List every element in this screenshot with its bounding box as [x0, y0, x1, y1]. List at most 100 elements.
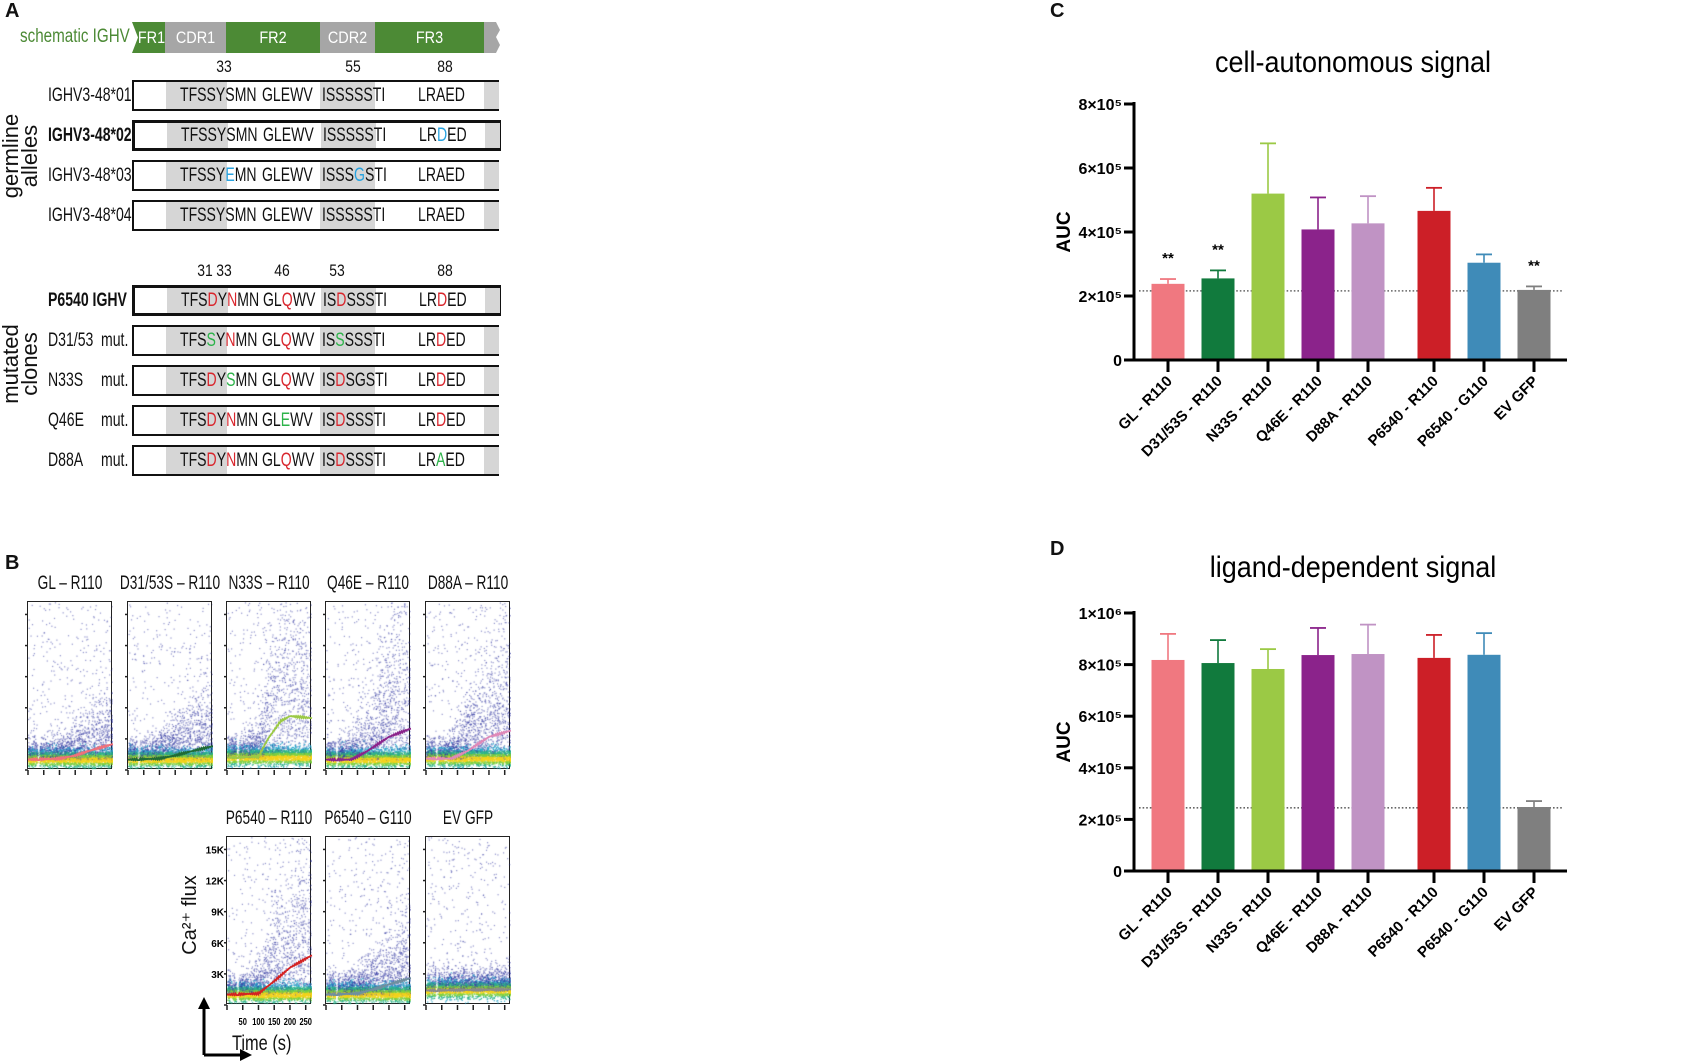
schematic-segment	[226, 22, 320, 53]
sequence-segment: ISSSSSTI	[323, 125, 386, 147]
residue-run: ISSS	[322, 164, 355, 186]
cdr-shading	[485, 288, 500, 313]
chart-title: ligand-dependent signal	[1210, 551, 1496, 585]
y-tick-label: 6×10⁵	[1078, 709, 1122, 726]
flow-plot	[423, 601, 512, 775]
sequence-row: TFSSYNMN GLQWV ISSSSSTI LRDED	[132, 325, 499, 356]
mutated-residue: D	[336, 289, 347, 311]
sequence-segment: GLQWV	[263, 290, 315, 312]
residue-run: ED	[446, 329, 466, 351]
schematic-segment-label: FR2	[259, 29, 286, 47]
median-curve	[425, 987, 512, 993]
residue-run: WV	[290, 409, 313, 431]
flow-plot	[323, 836, 412, 1010]
bar	[1417, 210, 1451, 360]
residue-run: TFS	[180, 409, 207, 431]
y-tick-label: 8×10⁵	[1078, 97, 1122, 114]
y-tick-label: 9K	[211, 908, 225, 919]
mut-suffix: mut.	[101, 410, 129, 431]
residue-run: MN	[235, 369, 258, 391]
cdr-shading	[320, 162, 375, 189]
residue-run: SSSTI	[344, 329, 386, 351]
sequence-segment: GLQWV	[262, 370, 314, 392]
position-number: 31	[197, 261, 213, 280]
bar	[1467, 262, 1501, 360]
cdr-shading	[166, 407, 227, 434]
flow-plot	[323, 601, 412, 775]
residue-run: SSSTI	[345, 409, 387, 431]
row-name: Q46E	[48, 410, 84, 431]
residue-run: ED	[445, 449, 465, 471]
residue-run: MN	[235, 329, 258, 351]
cdr-shading	[485, 123, 500, 148]
cdr-shading	[320, 407, 375, 434]
residue-run: LR	[418, 329, 436, 351]
flow-scatter-dots	[426, 837, 511, 1005]
position-number: 55	[345, 57, 361, 76]
residue-run: GLEWV	[262, 164, 313, 186]
mut-suffix: mut.	[101, 330, 129, 351]
residue-run: IS	[323, 289, 337, 311]
residue-run: SSSTI	[345, 449, 387, 471]
flow-plot	[25, 601, 114, 775]
mutated-residue: D	[436, 124, 448, 146]
residue-run: LR	[418, 409, 436, 431]
y-tick-label: 4×10⁵	[1078, 225, 1122, 242]
cdr-shading	[320, 202, 375, 229]
row-name: IGHV3-48*02	[48, 125, 132, 146]
cdr-shading	[484, 82, 499, 109]
y-tick-label: 6×10⁵	[1078, 161, 1122, 178]
position-number: 53	[329, 261, 345, 280]
cdr-shading	[321, 123, 376, 148]
flow-scatter-dots	[128, 602, 213, 770]
residue-run: IS	[322, 409, 336, 431]
residue-run: MN	[236, 409, 259, 431]
sequence-segment: TFSSYEMN	[180, 165, 257, 187]
residue-run: GL	[262, 369, 281, 391]
mutated-residue: S	[335, 329, 345, 351]
x-tick-label: 50	[239, 1016, 247, 1027]
mutated-residue: E	[225, 164, 235, 186]
sequence-segment: ISSSSSTI	[322, 85, 385, 107]
residue-run: STI	[364, 164, 387, 186]
residue-run: WV	[291, 369, 315, 391]
y-tick-label: 0	[1113, 353, 1122, 370]
sequence-row: TFSSYSMN GLEWV ISSSSSTI LRAED	[132, 200, 499, 231]
position-number: 46	[274, 261, 290, 280]
flow-scatter-dots	[426, 602, 511, 770]
sequence-segment: ISDSSSTI	[323, 290, 387, 312]
y-tick-label: 15K	[206, 845, 225, 856]
sequence-segment: ISDSSSTI	[322, 410, 386, 432]
schematic-segment	[375, 22, 484, 53]
sequence-row: TFSDYNMN GLQWV ISDSSSTI LRAED	[132, 445, 499, 476]
sequence-row: TFSSYSMN GLEWV ISSSSSTI LRDED	[132, 120, 501, 151]
residue-run: LRAED	[418, 204, 465, 226]
schematic-segment	[165, 22, 226, 53]
schematic-segment-label: CDR1	[176, 29, 215, 47]
bar	[1517, 289, 1551, 360]
x-tick-label: 150	[268, 1016, 281, 1027]
residue-run: SGSTI	[345, 369, 388, 391]
residue-run: GL	[263, 289, 282, 311]
residue-run: WV	[291, 329, 315, 351]
residue-run: TFS	[180, 369, 207, 391]
residue-run: ISSSSSTI	[322, 204, 386, 226]
y-tick-label: 2×10⁵	[1078, 289, 1122, 306]
residue-run: MN	[234, 164, 257, 186]
residue-run: ED	[446, 369, 466, 391]
residue-run: TFSSY	[180, 164, 226, 186]
mutated-residue: N	[227, 289, 238, 311]
bar	[1201, 278, 1235, 360]
median-curve	[325, 727, 412, 763]
sequence-segment: LRDED	[418, 410, 466, 432]
cdr-shading	[166, 367, 227, 394]
residue-run: LR	[418, 449, 436, 471]
sequence-segment: ISSSSSTI	[322, 205, 385, 227]
sequence-segment: TFSDYNMN	[180, 450, 258, 472]
y-axis-label: AUC	[1054, 211, 1075, 252]
mutated-residue: D	[206, 369, 217, 391]
sequence-row: TFSSYEMN GLEWV ISSSGSTI LRAED	[132, 160, 499, 191]
residue-run: Y	[215, 329, 226, 351]
residue-run: ISSSSSTI	[323, 124, 387, 146]
